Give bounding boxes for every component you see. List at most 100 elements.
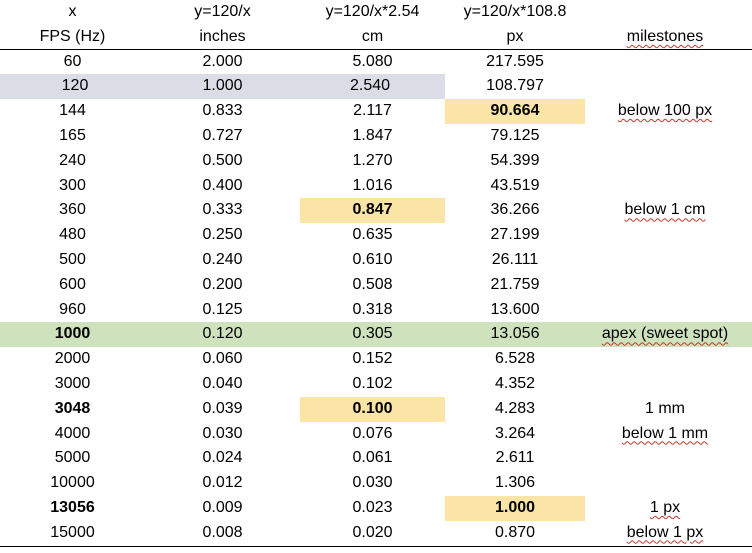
cm-cell: 1.016 <box>352 176 393 194</box>
inches-cell: 0.125 <box>202 300 243 318</box>
milestone-cell: 1 mm <box>645 399 685 417</box>
fps-cell: 2000 <box>54 350 91 368</box>
formula-header-px: y=120/x*108.8 <box>463 3 567 20</box>
table-row: 500 0.240 0.610 26.111 <box>0 248 752 273</box>
milestone-cell: below 100 px <box>617 102 713 120</box>
units-header-cm: cm <box>361 27 384 45</box>
inches-cell: 1.000 <box>150 74 295 100</box>
milestone-cell <box>585 446 745 471</box>
bottom-border-line <box>0 546 752 547</box>
table-row: 13056 0.009 0.023 1.000 1 px <box>0 495 752 521</box>
inches-cell: 0.030 <box>202 424 243 442</box>
formula-header-milestones <box>585 0 745 25</box>
cm-cell: 0.030 <box>352 474 393 492</box>
inches-cell: 0.008 <box>202 523 243 541</box>
fps-cell: 300 <box>59 176 86 194</box>
cm-cell-highlight: 0.100 <box>300 396 445 422</box>
px-cell: 3.264 <box>494 424 536 442</box>
px-cell: 79.125 <box>490 126 540 144</box>
px-cell: 217.595 <box>486 52 544 70</box>
px-cell: 21.759 <box>490 275 540 293</box>
milestone-cell <box>585 471 745 496</box>
px-cell: 26.111 <box>491 250 539 268</box>
fps-cell: 360 <box>59 201 86 219</box>
px-cell: 4.283 <box>494 399 536 417</box>
milestone-cell: apex (sweet spot) <box>601 325 729 343</box>
units-header-row: FPS (Hz) inches cm px milestones <box>0 25 752 50</box>
inches-cell: 0.333 <box>202 201 243 219</box>
table-row: 360 0.333 0.847 36.266 below 1 cm <box>0 198 752 224</box>
fps-cell: 960 <box>59 300 86 318</box>
inches-cell: 0.012 <box>202 474 243 492</box>
inches-cell: 0.040 <box>202 374 243 392</box>
px-cell: 1.306 <box>494 474 536 492</box>
inches-cell: 0.500 <box>202 151 243 169</box>
milestone-cell: below 1 px <box>626 523 704 541</box>
inches-cell: 0.240 <box>202 250 243 268</box>
milestone-cell <box>585 223 745 248</box>
units-header-inches: inches <box>199 27 246 45</box>
cm-cell-highlight: 0.847 <box>300 198 445 224</box>
milestone-cell: below 1 cm <box>624 201 706 219</box>
table-row: 4000 0.030 0.076 3.264 below 1 mm <box>0 422 752 447</box>
px-cell: 108.797 <box>486 77 544 95</box>
px-cell: 13.600 <box>490 300 540 318</box>
milestone-cell: 1 px <box>649 498 681 516</box>
px-cell: 2.611 <box>495 449 535 467</box>
table-row: 15000 0.008 0.020 0.870 below 1 px <box>0 521 752 546</box>
table-body: 60 2.000 5.080 217.595 120 1.000 2.540 1… <box>0 50 752 546</box>
inches-cell: 0.400 <box>202 176 243 194</box>
units-header-fps: FPS (Hz) <box>39 27 106 45</box>
cm-cell: 0.318 <box>352 300 393 318</box>
cm-cell: 0.023 <box>352 498 393 516</box>
table-row: 165 0.727 1.847 79.125 <box>0 124 752 149</box>
milestone-cell <box>585 248 745 273</box>
px-cell: 13.056 <box>490 325 540 343</box>
milestone-cell: below 1 mm <box>621 424 709 442</box>
table-row: 480 0.250 0.635 27.199 <box>0 223 752 248</box>
table-row: 60 2.000 5.080 217.595 <box>0 50 752 75</box>
px-cell: 36.266 <box>490 201 540 219</box>
cm-cell: 0.508 <box>352 275 393 293</box>
milestone-cell <box>585 372 745 397</box>
fps-cell: 15000 <box>50 523 95 541</box>
px-cell: 4.352 <box>494 374 536 392</box>
table-row: 240 0.500 1.270 54.399 <box>0 149 752 174</box>
inches-cell: 0.727 <box>202 126 243 144</box>
milestone-cell <box>585 273 745 298</box>
milestone-cell <box>585 50 745 75</box>
cm-cell: 0.305 <box>352 325 393 343</box>
fps-cell: 600 <box>59 275 86 293</box>
milestone-cell <box>585 124 745 149</box>
table-row: 2000 0.060 0.152 6.528 <box>0 347 752 372</box>
table-row: 120 1.000 2.540 108.797 <box>0 74 752 100</box>
milestone-cell <box>585 298 745 323</box>
fps-cell: 165 <box>59 126 86 144</box>
table-row: 10000 0.012 0.030 1.306 <box>0 471 752 496</box>
fps-cell: 10000 <box>50 474 95 492</box>
cm-cell: 0.635 <box>352 226 393 244</box>
inches-cell: 0.200 <box>202 275 243 293</box>
px-cell: 6.528 <box>494 350 536 368</box>
px-cell: 27.199 <box>490 226 540 244</box>
cm-cell: 0.020 <box>352 523 393 541</box>
px-cell: 54.399 <box>490 151 540 169</box>
table-row: 600 0.200 0.508 21.759 <box>0 273 752 298</box>
fps-cell: 60 <box>63 52 82 70</box>
cm-cell: 0.610 <box>352 250 393 268</box>
fps-cell: 480 <box>59 226 86 244</box>
cm-cell: 0.102 <box>352 374 393 392</box>
inches-cell: 0.024 <box>202 449 243 467</box>
table-row: 5000 0.024 0.061 2.611 <box>0 446 752 471</box>
table-row: 144 0.833 2.117 90.664 below 100 px <box>0 99 752 124</box>
header-divider-line <box>0 49 752 50</box>
cm-cell: 1.847 <box>352 126 393 144</box>
cm-cell: 2.117 <box>353 102 392 120</box>
units-header-milestones: milestones <box>626 27 704 45</box>
fps-cell: 500 <box>59 250 86 268</box>
fps-cell: 3048 <box>54 399 91 417</box>
px-cell-highlight: 90.664 <box>445 99 585 124</box>
inches-cell: 0.250 <box>202 226 243 244</box>
formula-header-inches: y=120/x <box>194 3 251 20</box>
